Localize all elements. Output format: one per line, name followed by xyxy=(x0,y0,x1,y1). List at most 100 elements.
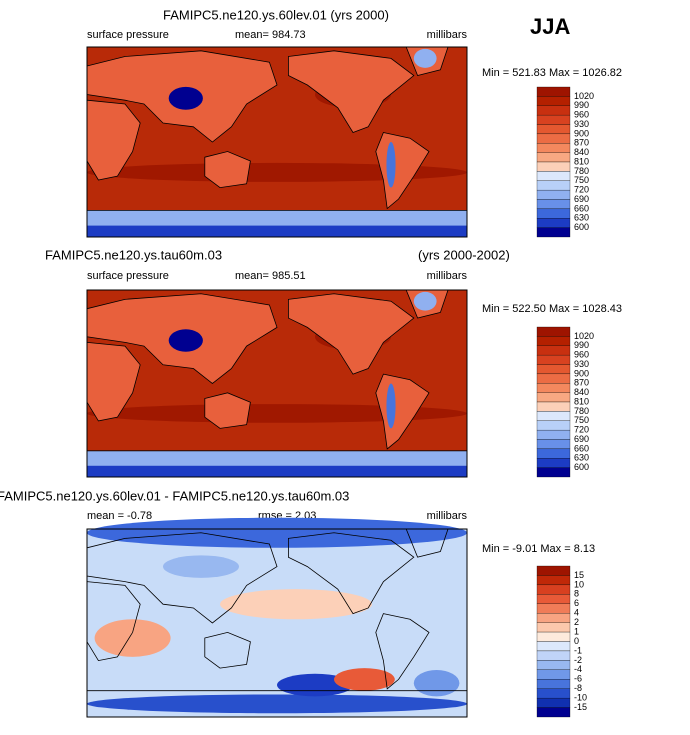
anomaly-region xyxy=(87,694,467,714)
anomaly-region xyxy=(334,668,395,691)
panel-title: FAMIPC5.ne120.ys.tau60m.03 xyxy=(45,247,222,262)
colorbar-label: 840 xyxy=(574,387,589,397)
antarctica-interior xyxy=(87,225,467,237)
left-label: mean = -0.78 xyxy=(87,510,152,522)
colorbar-label: 930 xyxy=(574,119,589,129)
colorbar-swatch xyxy=(536,86,571,97)
colorbar-label: -4 xyxy=(574,664,582,674)
colorbar-label: 990 xyxy=(574,340,589,350)
continent xyxy=(287,50,415,133)
colorbar-swatch xyxy=(536,152,571,163)
map xyxy=(86,46,468,238)
colorbar-swatch xyxy=(536,96,571,106)
colorbar-swatch xyxy=(536,679,571,689)
plateau-low xyxy=(168,329,203,352)
colorbar-label: -2 xyxy=(574,655,582,665)
colorbar-label: 960 xyxy=(574,110,589,120)
center-label: mean= 984.73 xyxy=(235,29,306,41)
colorbar-label: 630 xyxy=(574,213,589,223)
mountain-low xyxy=(386,383,396,429)
colorbar-label: 900 xyxy=(574,368,589,378)
colorbar-swatch xyxy=(536,411,571,421)
anomaly-region xyxy=(163,555,239,578)
colorbar-swatch xyxy=(536,594,571,604)
colorbar-swatch xyxy=(536,180,571,191)
colorbar-label: 750 xyxy=(574,175,589,185)
colorbar-swatch xyxy=(536,143,571,153)
colorbar-label: 810 xyxy=(574,156,589,166)
units-label: millibars xyxy=(427,29,468,41)
continent xyxy=(375,613,430,690)
colorbar-swatch xyxy=(536,354,571,365)
colorbar-label: 690 xyxy=(574,194,589,204)
colorbar-swatch xyxy=(536,336,571,346)
center-label: mean= 985.51 xyxy=(235,270,306,282)
plateau-low xyxy=(168,86,203,110)
min-max-label: Min = 522.50 Max = 1028.43 xyxy=(482,303,622,315)
colorbar-label: 4 xyxy=(574,608,579,618)
map-frame xyxy=(86,528,468,718)
colorbar-swatch xyxy=(536,565,571,576)
colorbar-swatch xyxy=(536,189,571,200)
colorbar-swatch xyxy=(536,326,571,337)
colorbar-swatch xyxy=(536,401,571,412)
min-max-label: Min = -9.01 Max = 8.13 xyxy=(482,543,595,555)
map xyxy=(86,517,468,718)
anomaly-region xyxy=(94,619,171,657)
colorbar-label: -8 xyxy=(574,683,582,693)
colorbar-swatch xyxy=(536,392,571,403)
colorbar-label: 6 xyxy=(574,598,579,608)
colorbar-label: 1020 xyxy=(574,91,594,101)
colorbar-swatch xyxy=(536,161,571,172)
continent xyxy=(86,581,141,662)
colorbar-label: 780 xyxy=(574,406,589,416)
continent xyxy=(86,99,141,181)
colorbar-swatch xyxy=(536,420,571,431)
colorbar-swatch xyxy=(536,631,571,642)
units-label: millibars xyxy=(427,510,468,522)
continent xyxy=(204,631,251,669)
left-label: surface pressure xyxy=(87,270,169,282)
mountain-low xyxy=(386,142,396,188)
colorbar-swatch xyxy=(536,133,571,144)
colorbar-label: 720 xyxy=(574,425,589,435)
colorbar-swatch xyxy=(536,584,571,595)
colorbar-label: -1 xyxy=(574,645,582,655)
colorbar-swatch xyxy=(536,429,571,440)
colorbar-swatch xyxy=(536,171,571,181)
colorbar-swatch xyxy=(536,613,571,623)
colorbar-swatch xyxy=(536,622,571,633)
colorbar-label: 1020 xyxy=(574,331,594,341)
colorbar-label: 930 xyxy=(574,359,589,369)
colorbar-swatch xyxy=(536,364,571,375)
colorbar-label: 15 xyxy=(574,570,584,580)
panel-title: FAMIPC5.ne120.ys.60lev.01 - FAMIPC5.ne12… xyxy=(0,488,349,503)
colorbar-label: 720 xyxy=(574,185,589,195)
continent xyxy=(86,341,141,422)
anomaly-region xyxy=(220,589,372,620)
map xyxy=(86,289,468,478)
panel-title-right: (yrs 2000-2002) xyxy=(418,247,510,262)
colorbar-label: 8 xyxy=(574,589,579,599)
colorbar-swatch xyxy=(536,124,571,135)
colorbar-label: 1 xyxy=(574,626,579,636)
colorbar-label: 10 xyxy=(574,579,584,589)
continent xyxy=(86,532,278,624)
mountain-low xyxy=(413,291,437,311)
map-frame xyxy=(86,46,468,238)
colorbar-swatch xyxy=(536,227,571,238)
colorbar-label: -15 xyxy=(574,702,587,712)
colorbar-label: 630 xyxy=(574,453,589,463)
colorbar-label: 870 xyxy=(574,378,589,388)
colorbar-swatch xyxy=(536,218,571,228)
season-label: JJA xyxy=(530,14,570,39)
units-label: millibars xyxy=(427,270,468,282)
colorbar-label: 840 xyxy=(574,147,589,157)
colorbar-label: 2 xyxy=(574,617,579,627)
colorbar-label: 0 xyxy=(574,636,579,646)
colorbar-label: 900 xyxy=(574,128,589,138)
colorbar-label: 750 xyxy=(574,415,589,425)
continent xyxy=(287,293,415,375)
panel-title: FAMIPC5.ne120.ys.60lev.01 (yrs 2000) xyxy=(163,7,389,22)
